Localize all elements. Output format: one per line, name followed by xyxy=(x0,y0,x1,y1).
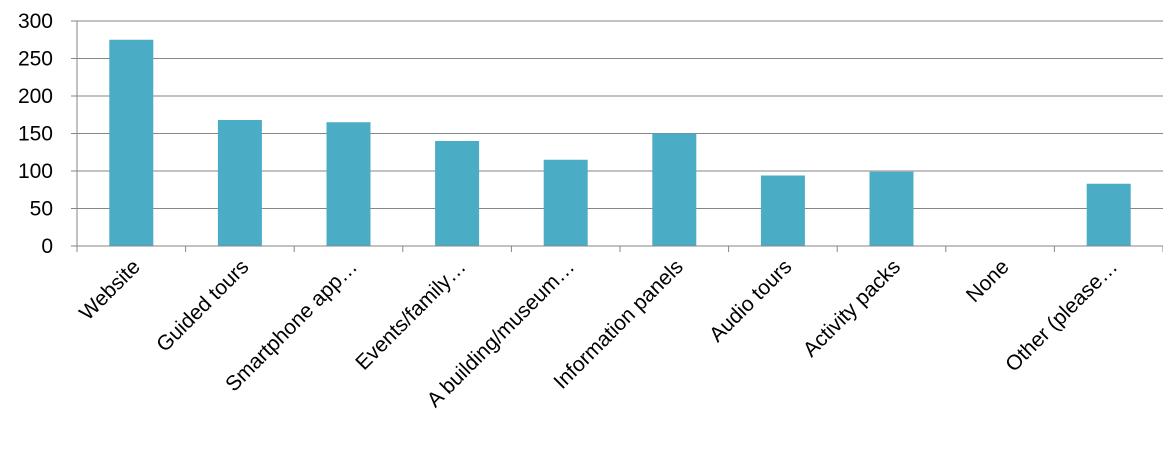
bar xyxy=(1086,183,1131,246)
x-tick-label: None xyxy=(962,255,1014,307)
y-tick-label: 150 xyxy=(18,123,53,146)
y-tick-label: 0 xyxy=(41,235,53,258)
bar xyxy=(652,133,697,246)
x-tick-label: Audio tours xyxy=(705,255,796,346)
bar xyxy=(760,175,805,246)
bar xyxy=(217,120,262,246)
x-tick-label: Events/family… xyxy=(351,255,470,374)
x-tick-label: Other (please… xyxy=(1001,255,1122,376)
x-tick-label: Guided tours xyxy=(152,255,253,356)
x-tick-label: Website xyxy=(75,255,145,325)
bars xyxy=(109,39,1131,246)
x-tick-label: Activity packs xyxy=(799,255,905,361)
bar xyxy=(109,39,154,246)
axes xyxy=(71,20,1163,252)
y-axis-tick-labels: 0 50 100 150 200 250 300 xyxy=(18,10,53,258)
y-tick-label: 250 xyxy=(18,48,53,71)
bar xyxy=(435,141,480,246)
bar xyxy=(543,159,588,246)
y-tick-label: 300 xyxy=(18,10,53,33)
y-tick-label: 50 xyxy=(30,198,53,221)
y-tick-label: 100 xyxy=(18,160,53,183)
bar xyxy=(869,171,914,246)
bar xyxy=(326,122,371,246)
y-tick-label: 200 xyxy=(18,85,53,108)
